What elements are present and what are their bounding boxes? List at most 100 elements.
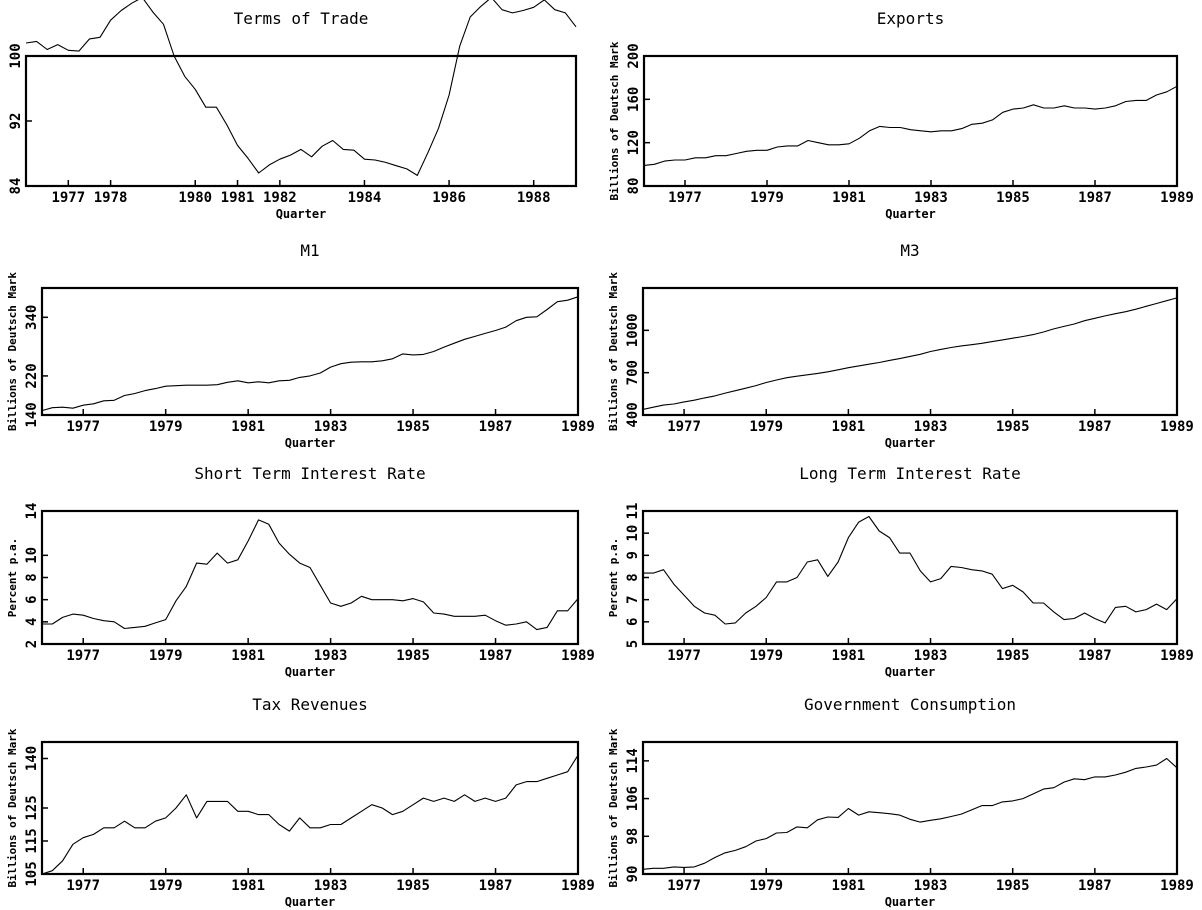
y-axis-label: Billions of Deutsch Mark xyxy=(6,728,19,887)
x-tick-label: 1981 xyxy=(832,648,866,664)
x-tick-label: 1987 xyxy=(479,878,513,894)
y-tick-label: 80 xyxy=(626,178,642,195)
chart-panel-2: Exports 1977 1979 1981 1983 1985 1987 1989 80 120… xyxy=(608,9,1194,221)
x-tick-label: 1983 xyxy=(914,419,948,435)
x-axis-label: Quarter xyxy=(285,895,336,909)
chart-panel-3: M1 1977 1979 1981 1983 1985 1987 1989 140 220 340 Q… xyxy=(6,241,595,450)
y-tick-label: 140 xyxy=(24,402,40,427)
plot-frame xyxy=(24,54,578,188)
x-axis-label: Quarter xyxy=(885,207,936,221)
x-tick-label: 1977 xyxy=(51,190,85,206)
series-line-1 xyxy=(41,754,579,875)
y-tick-label: 8 xyxy=(625,573,641,581)
x-axis-label: Quarter xyxy=(285,665,336,679)
x-axis-label: Quarter xyxy=(885,436,936,450)
chart-title: Terms of Trade xyxy=(234,9,369,28)
x-tick-label: 1983 xyxy=(914,190,948,206)
x-tick-label: 1979 xyxy=(149,419,183,435)
y-tick-label: 106 xyxy=(625,786,641,811)
y-tick-label: 160 xyxy=(626,87,642,112)
chart-title: Government Consumption xyxy=(804,695,1016,714)
x-tick-label: 1983 xyxy=(914,648,948,664)
y-axis-label: Billions of Deutsch Mark xyxy=(6,272,19,431)
y-tick-label: 5 xyxy=(625,640,641,648)
y-tick-label: 9 xyxy=(625,551,641,559)
x-tick-label: 1987 xyxy=(479,419,513,435)
x-axis-label: Quarter xyxy=(885,665,936,679)
chart-title: Short Term Interest Rate xyxy=(194,464,425,483)
y-axis-label: Billions of Deutsch Mark xyxy=(608,41,621,200)
x-tick-label: 1989 xyxy=(1160,648,1194,664)
y-tick-label: 10 xyxy=(24,547,40,564)
y-axis-label: Billions of Deutsch Mark xyxy=(607,728,620,887)
x-tick-label: 1981 xyxy=(832,878,866,894)
x-axis-label: Quarter xyxy=(885,895,936,909)
x-tick-label: 1979 xyxy=(749,878,783,894)
y-axis-label: Billions of Deutsch Mark xyxy=(607,272,620,431)
y-tick-label: 14 xyxy=(24,503,40,520)
x-tick-label: 1983 xyxy=(314,878,348,894)
x-tick-label: 1980 xyxy=(178,190,212,206)
plot-frame xyxy=(642,54,1179,188)
y-tick-label: 92 xyxy=(8,113,24,130)
x-tick-label: 1979 xyxy=(750,190,784,206)
plot-frame xyxy=(641,509,1179,646)
x-tick-label: 1979 xyxy=(149,878,183,894)
chart-title: Long Term Interest Rate xyxy=(799,464,1021,483)
y-tick-label: 700 xyxy=(625,360,641,385)
x-tick-label: 1989 xyxy=(561,648,595,664)
y-tick-label: 115 xyxy=(24,828,40,853)
x-tick-label: 1987 xyxy=(1078,648,1112,664)
x-tick-label: 1978 xyxy=(94,190,128,206)
chart-panel-7: Tax Revenues 1977 1979 1981 1983 1985 1987 1989… xyxy=(6,695,595,909)
y-tick-label: 200 xyxy=(626,43,642,68)
y-tick-label: 120 xyxy=(626,130,642,155)
y-axis-label: Percent p.a. xyxy=(607,538,620,617)
x-tick-label: 1989 xyxy=(561,419,595,435)
y-tick-label: 10 xyxy=(625,525,641,542)
x-tick-label: 1989 xyxy=(1160,190,1194,206)
y-tick-label: 4 xyxy=(24,618,40,626)
x-tick-label: 1987 xyxy=(479,648,513,664)
x-tick-label: 1985 xyxy=(996,648,1030,664)
y-tick-label: 7 xyxy=(625,595,641,603)
series-line-1 xyxy=(643,515,1178,625)
series-line-1 xyxy=(643,85,1178,166)
chart-panel-4: M3 1977 1979 1981 1983 1985 1987 1989 400 700 1000… xyxy=(607,241,1194,450)
x-tick-label: 1987 xyxy=(1078,190,1112,206)
x-tick-label: 1977 xyxy=(66,648,100,664)
y-tick-label: 90 xyxy=(625,866,641,883)
plot-frame xyxy=(40,286,580,417)
x-tick-label: 1981 xyxy=(231,419,265,435)
x-tick-label: 1981 xyxy=(832,190,866,206)
y-tick-label: 6 xyxy=(625,618,641,626)
chart-title: M1 xyxy=(300,241,319,260)
x-tick-label: 1985 xyxy=(396,878,430,894)
x-tick-label: 1982 xyxy=(263,190,297,206)
x-tick-label: 1989 xyxy=(561,878,595,894)
x-tick-label: 1981 xyxy=(231,648,265,664)
x-tick-label: 1983 xyxy=(314,648,348,664)
x-tick-label: 1985 xyxy=(996,190,1030,206)
x-tick-label: 1981 xyxy=(231,878,265,894)
series-line-1 xyxy=(25,0,577,176)
chart-panel-5: Short Term Interest Rate 1977 1979 1981 1983… xyxy=(6,464,595,679)
y-tick-label: 6 xyxy=(24,595,40,603)
chart-panel-1: Terms of Trade 1977 1978 1980 1981 1982 1984 19… xyxy=(8,0,578,221)
plot-frame xyxy=(40,509,580,646)
x-tick-label: 1989 xyxy=(1160,878,1194,894)
x-tick-label: 1981 xyxy=(832,419,866,435)
series-line-1 xyxy=(642,757,1178,870)
x-tick-label: 1977 xyxy=(667,648,701,664)
x-tick-label: 1987 xyxy=(1078,419,1112,435)
y-tick-label: 114 xyxy=(625,748,641,773)
plot-frame xyxy=(641,286,1179,417)
y-tick-label: 84 xyxy=(8,178,24,195)
y-tick-label: 400 xyxy=(625,402,641,427)
x-tick-label: 1977 xyxy=(667,419,701,435)
y-tick-label: 340 xyxy=(24,305,40,330)
x-tick-label: 1984 xyxy=(348,190,382,206)
chart-title: Tax Revenues xyxy=(252,695,368,714)
x-tick-label: 1983 xyxy=(914,878,948,894)
